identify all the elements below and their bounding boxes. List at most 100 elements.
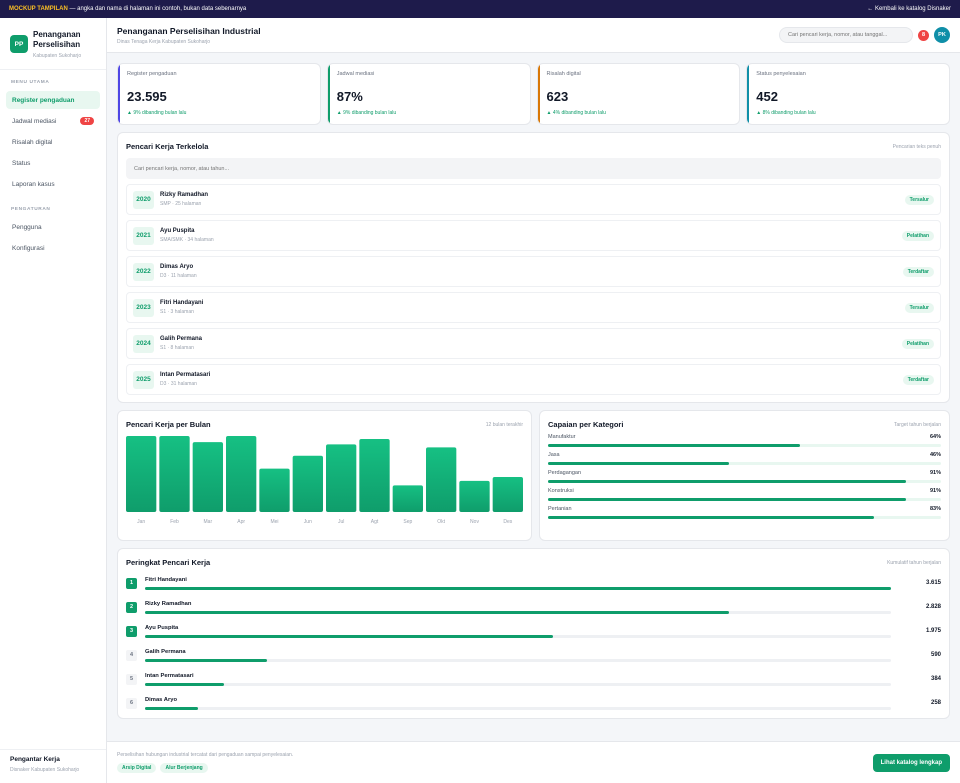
ranking-name: Ayu Puspita <box>145 624 179 631</box>
view-catalog-button[interactable]: Lihat katalog lengkap <box>872 753 950 772</box>
job-row[interactable]: 2023 Fitri Handayani S1 · 3 halaman Tersalu… <box>126 292 941 323</box>
job-name: Dimas Aryo <box>160 264 194 270</box>
category-track <box>548 498 941 501</box>
job-meta: S1 · 3 halaman <box>160 309 194 315</box>
bar-jun <box>292 455 323 512</box>
stat-card: Status penyelesaian 452 ▲ 8% dibanding bul… <box>746 63 950 125</box>
job-meta: D3 · 31 halaman <box>160 381 197 387</box>
ranking-name: Fitri Handayani <box>145 576 187 583</box>
back-to-catalog-link[interactable]: ← Kembali ke katalog Disnaker <box>867 6 951 12</box>
job-row[interactable]: 2020 Rizky Ramadhan SMP · 25 halaman Tersal… <box>126 184 941 215</box>
sidebar-item-4[interactable]: Laporan kasus <box>6 175 100 193</box>
ranking-track <box>145 682 891 686</box>
sidebar-item-3[interactable]: Status <box>6 154 100 172</box>
sidebar-item-0[interactable]: Register pengaduan <box>6 91 100 109</box>
sidebar: PP Penanganan Perselisihan Kabupaten Suk… <box>0 18 107 783</box>
rank-number: 3 <box>126 625 137 637</box>
stat-card: Jadwal mediasi 87% ▲ 9% dibanding bulan la… <box>326 63 531 125</box>
page-subtitle: Dinas Tenaga Kerja Kabupaten Sukoharjo <box>117 38 211 45</box>
category-value: 91% <box>929 470 941 476</box>
rank-number: 5 <box>126 673 137 685</box>
job-status-badge: Pelatihan <box>901 230 934 241</box>
stat-delta: ▲ 4% dibanding bulan lalu <box>546 110 606 116</box>
category-value: 46% <box>929 452 941 458</box>
job-year: 2024 <box>133 334 154 353</box>
user-avatar[interactable]: PK <box>934 27 950 43</box>
bar-jul <box>326 444 357 512</box>
jobs-search-input[interactable] <box>126 158 941 179</box>
monthly-bar-chart: Jan Feb Mar Apr Mei Jun Jul Agt Sep Okt Nov Des <box>126 436 523 525</box>
sidebar-item-2[interactable]: Risalah digital <box>6 133 100 151</box>
ranking-name: Galih Permana <box>145 648 186 655</box>
job-name: Intan Permatasari <box>160 372 211 378</box>
category-item: Perdagangan 91% <box>548 470 941 483</box>
stat-card: Risalah digital 623 ▲ 4% dibanding bulan l… <box>536 63 741 125</box>
bar-sep <box>392 485 423 512</box>
brand: PP Penanganan Perselisihan Kabupaten Suk… <box>0 18 106 70</box>
category-name: Konstruksi <box>548 488 574 494</box>
category-name: Jasa <box>548 452 560 458</box>
x-tick-label: Jan <box>137 519 145 525</box>
category-value: 64% <box>929 434 941 440</box>
jobs-title: Pencari Kerja Terkelola <box>126 142 209 151</box>
job-name: Galih Permana <box>160 336 203 342</box>
bar-nov <box>459 480 490 512</box>
bar-mei <box>259 468 290 512</box>
sidebar-item-1[interactable]: Jadwal mediasi 27 <box>6 112 100 130</box>
x-tick-label: Jul <box>338 519 344 525</box>
job-row[interactable]: 2024 Galih Permana S1 · 8 halaman Pelatihan <box>126 328 941 359</box>
ranking-body: Intan Permatasari <box>145 673 915 686</box>
job-meta: S1 · 8 halaman <box>160 345 194 351</box>
job-row[interactable]: 2025 Intan Permatasari D3 · 31 halaman Terd… <box>126 364 941 395</box>
stat-accent-bar <box>537 64 540 124</box>
job-name: Rizky Ramadhan <box>160 192 209 198</box>
nav-section-main: MENU UTAMA <box>11 80 50 85</box>
stat-label: Register pengaduan <box>127 71 177 77</box>
sidebar-settings-item-1[interactable]: Konfigurasi <box>6 239 100 257</box>
ranking-track <box>145 610 891 614</box>
sidebar-settings-item-0[interactable]: Pengguna <box>6 218 100 236</box>
job-info: Galih Permana S1 · 8 halaman <box>160 336 902 351</box>
rank-number: 1 <box>126 577 137 589</box>
x-tick-label: Apr <box>237 519 245 525</box>
bar-mar <box>192 442 223 512</box>
brand-name-line2: Perselisihan <box>33 40 81 49</box>
notification-badge[interactable]: 8 <box>918 29 929 41</box>
x-tick-label: Des <box>503 519 512 525</box>
stat-accent-bar <box>327 64 330 124</box>
ranking-name: Rizky Ramadhan <box>145 600 192 607</box>
category-row: Manufaktur 64% <box>548 434 941 440</box>
job-row[interactable]: 2021 Ayu Puspita SMA/SMK · 34 halaman Pelat… <box>126 220 941 251</box>
category-card: Capaian per Kategori Target tahun berjal… <box>539 410 950 541</box>
job-meta: SMP · 25 halaman <box>160 201 202 207</box>
ranking-fill <box>145 634 553 638</box>
job-row[interactable]: 2022 Dimas Aryo D3 · 11 halaman Terdaftar <box>126 256 941 287</box>
category-item: Pertanian 83% <box>548 506 941 519</box>
rank-number: 6 <box>126 697 137 709</box>
ranking-body: Ayu Puspita <box>145 625 915 638</box>
job-year: 2020 <box>133 190 154 209</box>
job-status-badge: Terdaftar <box>902 266 934 277</box>
bar-apr <box>226 436 257 512</box>
rank-number: 4 <box>126 649 137 661</box>
category-fill <box>548 498 906 501</box>
stat-value: 452 <box>756 89 778 104</box>
category-row: Pertanian 83% <box>548 506 941 512</box>
stat-card: Register pengaduan 23.595 ▲ 9% dibanding b… <box>117 63 321 125</box>
bar-okt <box>426 447 457 512</box>
category-value: 91% <box>929 488 941 494</box>
footer-text: Perselisihan hubungan industrial tercata… <box>117 752 294 758</box>
banner-text: — angka dan nama di halaman ini contoh, … <box>69 6 247 12</box>
footer-chip: Alur Berjenjang <box>160 763 208 773</box>
x-tick-label: Sep <box>403 519 412 525</box>
sidebar-footer-subtitle: Disnaker Kabupaten Sukoharjo <box>10 767 80 773</box>
x-tick-label: Okt <box>437 519 445 525</box>
ranking-body: Rizky Ramadhan <box>145 601 915 614</box>
ranking-track <box>145 634 891 638</box>
global-search-input[interactable] <box>779 27 913 43</box>
app-logo: PP <box>10 35 28 53</box>
job-meta: D3 · 11 halaman <box>160 273 197 279</box>
job-status-badge: Tersalur <box>904 194 934 205</box>
sidebar-item-badge: 27 <box>80 117 94 125</box>
monthly-title: Pencari Kerja per Bulan <box>126 420 211 429</box>
